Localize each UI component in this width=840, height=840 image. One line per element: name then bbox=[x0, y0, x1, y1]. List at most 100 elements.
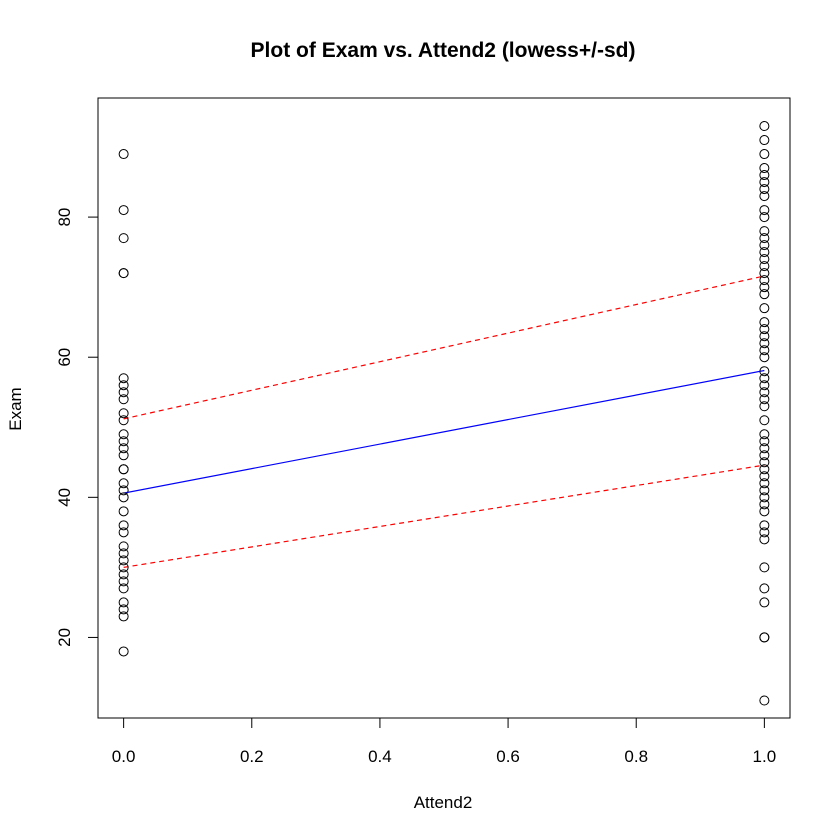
data-point bbox=[759, 366, 770, 377]
data-point bbox=[759, 149, 770, 160]
data-point bbox=[118, 604, 129, 615]
data-point bbox=[759, 492, 770, 503]
data-point bbox=[759, 387, 770, 398]
data-point bbox=[759, 247, 770, 258]
data-point bbox=[759, 520, 770, 531]
lowess-line bbox=[123, 369, 765, 494]
data-point bbox=[118, 548, 129, 559]
data-point bbox=[118, 478, 129, 489]
x-axis-label: Attend2 bbox=[414, 793, 473, 812]
data-point bbox=[759, 352, 770, 363]
data-point bbox=[759, 562, 770, 573]
data-point bbox=[759, 226, 770, 237]
data-point bbox=[759, 380, 770, 391]
y-tick-label: 40 bbox=[55, 488, 74, 507]
data-point bbox=[118, 506, 129, 517]
plot-frame bbox=[97, 97, 791, 719]
data-point bbox=[118, 646, 129, 657]
data-point bbox=[118, 268, 129, 279]
y-axis: 20 40 60 80 bbox=[55, 208, 99, 647]
data-point bbox=[118, 380, 129, 391]
x-tick-label: 0.0 bbox=[112, 747, 136, 766]
data-point bbox=[759, 212, 770, 223]
data-point bbox=[759, 170, 770, 181]
data-point bbox=[759, 527, 770, 538]
x-tick-label: 1.0 bbox=[753, 747, 777, 766]
data-point bbox=[759, 478, 770, 489]
data-point bbox=[759, 394, 770, 405]
data-point bbox=[759, 583, 770, 594]
x-tick-label: 0.6 bbox=[496, 747, 520, 766]
data-point bbox=[118, 415, 129, 426]
data-point bbox=[759, 485, 770, 496]
y-tick-label: 20 bbox=[55, 628, 74, 647]
data-point bbox=[118, 429, 129, 440]
data-point bbox=[759, 506, 770, 517]
data-point bbox=[759, 177, 770, 188]
data-point bbox=[118, 443, 129, 454]
data-point bbox=[759, 338, 770, 349]
data-point bbox=[118, 576, 129, 587]
data-point bbox=[759, 135, 770, 146]
data-point bbox=[759, 205, 770, 216]
data-point bbox=[118, 583, 129, 594]
data-point bbox=[118, 464, 129, 475]
x-tick-label: 0.4 bbox=[368, 747, 392, 766]
data-point bbox=[759, 345, 770, 356]
data-point bbox=[759, 457, 770, 468]
x-tick-label: 0.2 bbox=[240, 747, 264, 766]
data-point bbox=[759, 499, 770, 510]
data-point bbox=[759, 191, 770, 202]
data-point bbox=[118, 373, 129, 384]
data-point bbox=[118, 394, 129, 405]
data-point bbox=[759, 401, 770, 412]
data-point bbox=[118, 527, 129, 538]
data-point bbox=[759, 261, 770, 272]
data-point bbox=[118, 450, 129, 461]
data-point bbox=[759, 632, 770, 643]
lowess-lines bbox=[123, 275, 765, 568]
data-point bbox=[118, 611, 129, 622]
data-point bbox=[118, 436, 129, 447]
data-point bbox=[759, 317, 770, 328]
data-point bbox=[759, 597, 770, 608]
data-point bbox=[759, 324, 770, 335]
data-point bbox=[118, 597, 129, 608]
data-point bbox=[118, 408, 129, 419]
data-point bbox=[759, 464, 770, 475]
data-point bbox=[118, 485, 129, 496]
data-point bbox=[759, 373, 770, 384]
data-point bbox=[759, 471, 770, 482]
data-point bbox=[759, 233, 770, 244]
data-point bbox=[118, 205, 129, 216]
data-point bbox=[759, 275, 770, 286]
data-point bbox=[759, 282, 770, 293]
data-point bbox=[118, 387, 129, 398]
data-point bbox=[118, 520, 129, 531]
data-point bbox=[759, 331, 770, 342]
y-tick-label: 60 bbox=[55, 348, 74, 367]
data-point bbox=[118, 541, 129, 552]
lower-sd-line bbox=[123, 464, 765, 568]
data-point bbox=[759, 429, 770, 440]
data-point bbox=[759, 443, 770, 454]
x-tick-label: 0.8 bbox=[624, 747, 648, 766]
data-point bbox=[759, 163, 770, 174]
data-point bbox=[759, 240, 770, 251]
data-point bbox=[759, 450, 770, 461]
data-point bbox=[759, 303, 770, 314]
data-point bbox=[118, 492, 129, 503]
chart-title: Plot of Exam vs. Attend2 (lowess+/-sd) bbox=[251, 39, 636, 62]
data-point bbox=[759, 436, 770, 447]
data-point bbox=[759, 534, 770, 545]
data-point bbox=[759, 184, 770, 195]
data-point bbox=[759, 268, 770, 279]
data-point bbox=[759, 695, 770, 706]
y-axis-label: Exam bbox=[6, 387, 25, 430]
data-point bbox=[759, 289, 770, 300]
data-point bbox=[759, 254, 770, 265]
y-tick-label: 80 bbox=[55, 208, 74, 227]
data-point bbox=[759, 415, 770, 426]
x-axis: 0.0 0.2 0.4 0.6 0.8 1.0 bbox=[112, 717, 777, 766]
